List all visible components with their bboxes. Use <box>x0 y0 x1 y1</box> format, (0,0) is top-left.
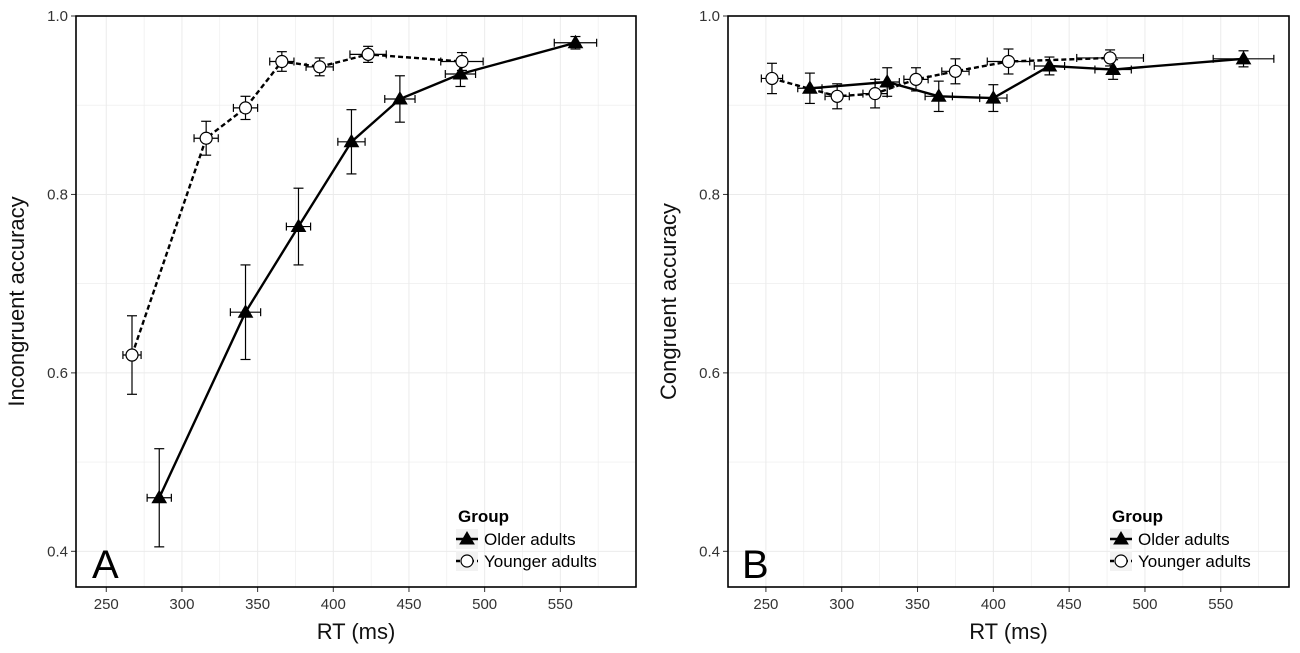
panel-a-legend-title: Group <box>458 507 509 526</box>
panel-b-legend-younger: Younger adults <box>1138 552 1251 571</box>
younger-adults-point <box>765 71 779 86</box>
older-adults-point <box>1041 57 1058 72</box>
panel-b-series <box>760 48 1275 113</box>
panel-a-legend-younger: Younger adults <box>484 552 597 571</box>
x-tick-label: 400 <box>321 596 346 613</box>
panel-a-frame <box>75 15 637 588</box>
x-tick-label: 550 <box>548 596 573 613</box>
panel-b: 0.4 0.6 0.8 1.0 250 300 350 400 450 500 550 B Con… <box>656 8 1290 644</box>
panel-b-x-axis-title: RT (ms) <box>969 619 1048 644</box>
panel-a-y-ticks: 0.4 0.6 0.8 1.0 <box>47 8 76 560</box>
panel-b-letter: B <box>742 543 769 587</box>
older-adults-series-line <box>158 41 576 499</box>
older-adults-point <box>1105 61 1121 76</box>
younger-adults-point <box>125 348 139 362</box>
panel-a: 0.4 0.6 0.8 1.0 250 300 350 400 450 500 550 A Inc… <box>4 8 637 644</box>
younger-adults-point <box>238 101 253 115</box>
older-adults-point <box>930 88 947 102</box>
older-adults-point <box>343 133 360 148</box>
younger-adults-point <box>1103 51 1117 65</box>
y-tick-label: 0.8 <box>47 186 68 203</box>
legend-key-triangle-icon <box>1113 531 1129 545</box>
younger-adults-point <box>313 60 327 74</box>
panel-b-legend-older: Older adults <box>1138 530 1230 549</box>
panel-b-legend-title: Group <box>1112 507 1163 526</box>
panel-b-x-ticks: 250 300 350 400 450 500 550 <box>753 587 1233 613</box>
panel-a-x-ticks: 250 300 350 400 450 500 550 <box>94 587 573 613</box>
panel-a-y-axis-title: Incongruent accuracy <box>4 196 29 406</box>
x-tick-label: 250 <box>753 596 778 613</box>
x-tick-label: 350 <box>245 596 270 613</box>
x-tick-label: 500 <box>1132 596 1157 613</box>
legend-key-circle-icon <box>1114 554 1128 568</box>
x-tick-label: 300 <box>169 596 194 613</box>
younger-adults-point <box>868 87 882 101</box>
younger-adults-point <box>1001 54 1016 69</box>
x-tick-label: 400 <box>981 596 1006 613</box>
y-tick-label: 0.4 <box>699 543 720 560</box>
panel-a-legend-older: Older adults <box>484 530 576 549</box>
younger-adults-series-line <box>771 56 1111 98</box>
younger-adults-point <box>199 131 213 145</box>
older-adults-point <box>392 90 408 105</box>
older-adults-point <box>1235 50 1252 65</box>
x-tick-label: 300 <box>829 596 854 613</box>
younger-adults-point <box>830 89 844 103</box>
older-adults-point <box>452 65 469 80</box>
panel-b-legend: Group Older adults Younger adults <box>1110 507 1251 571</box>
x-tick-label: 350 <box>905 596 930 613</box>
older-adults-point <box>879 74 896 88</box>
x-tick-label: 450 <box>1057 596 1082 613</box>
panel-b-frame <box>727 15 1290 588</box>
legend-key-circle-icon <box>460 554 474 568</box>
legend-key-triangle-icon <box>459 531 475 545</box>
y-tick-label: 0.8 <box>699 186 720 203</box>
y-tick-label: 1.0 <box>47 8 68 25</box>
younger-adults-point <box>455 54 469 69</box>
older-adults-point <box>985 90 1002 104</box>
y-tick-label: 0.6 <box>699 365 720 382</box>
y-tick-label: 0.4 <box>47 543 68 560</box>
y-tick-label: 1.0 <box>699 8 720 25</box>
x-tick-label: 450 <box>396 596 421 613</box>
panel-b-gridlines <box>727 15 1289 587</box>
older-adults-point <box>151 489 168 504</box>
y-tick-label: 0.6 <box>47 365 68 382</box>
panel-b-y-axis-title: Congruent accuracy <box>656 203 681 400</box>
older-adults-point <box>290 218 307 233</box>
older-adults-point <box>237 304 254 318</box>
x-tick-label: 500 <box>472 596 497 613</box>
younger-adults-point <box>361 47 375 61</box>
panel-a-legend: Group Older adults Younger adults <box>456 507 597 571</box>
older-adults-point <box>567 34 584 49</box>
x-tick-label: 250 <box>94 596 119 613</box>
younger-adults-point <box>948 64 963 78</box>
x-tick-label: 550 <box>1208 596 1233 613</box>
younger-adults-point <box>275 54 289 69</box>
panel-a-series <box>122 34 598 548</box>
panel-b-y-ticks: 0.4 0.6 0.8 1.0 <box>699 8 728 560</box>
panel-a-letter: A <box>92 543 119 587</box>
younger-adults-point <box>909 72 923 86</box>
panel-a-x-axis-title: RT (ms) <box>317 619 396 644</box>
